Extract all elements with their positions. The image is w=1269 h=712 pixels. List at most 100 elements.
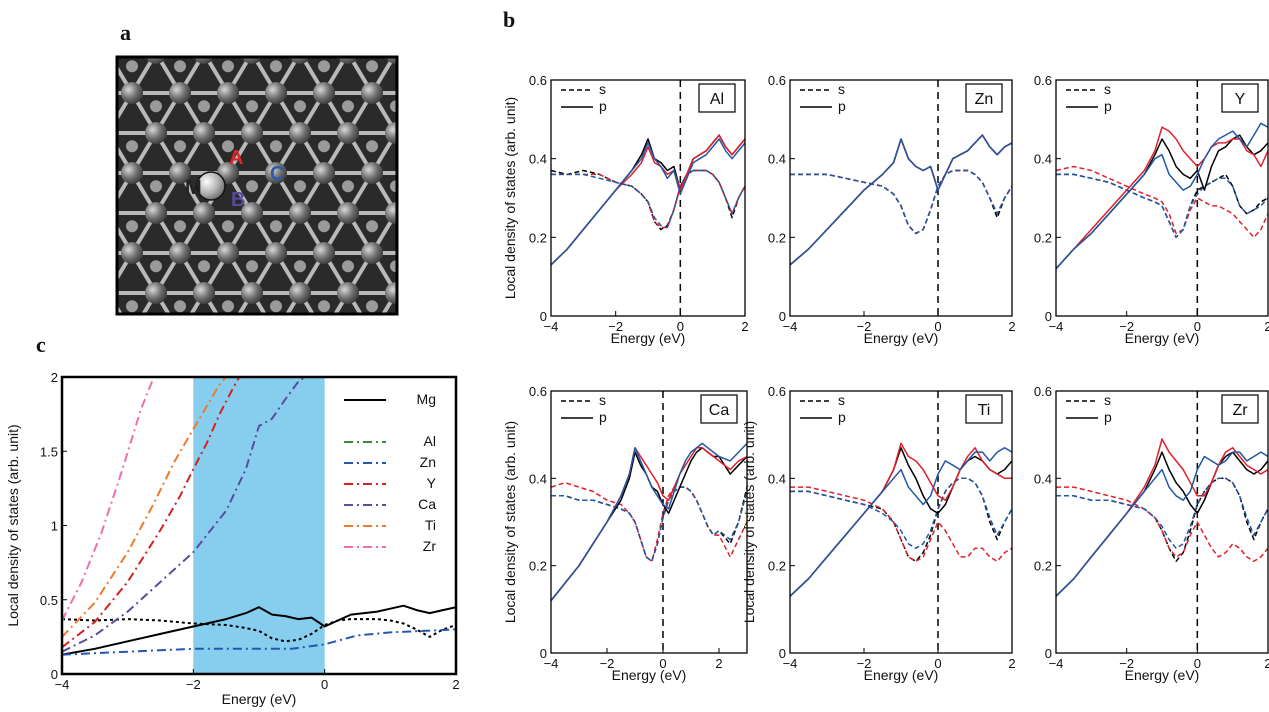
- chart-b-zr: −4 −2 0 2 0 0.2 0.4 0.6 Energy (eV) sp Zr: [1034, 384, 1269, 683]
- subsurface-atom: [222, 220, 234, 233]
- bond: [444, 93, 468, 133]
- bond: [84, 293, 108, 333]
- x-tick-label: 2: [1008, 319, 1015, 334]
- subsurface-atom: [342, 340, 354, 352]
- mg-atom: [97, 362, 119, 384]
- bond: [444, 133, 468, 173]
- y-tick-label: 0.2: [529, 559, 547, 574]
- series-s-line: [551, 486, 747, 563]
- subsurface-atom: [270, 140, 282, 153]
- mg-atom: [289, 57, 311, 64]
- subsurface-atom: [150, 180, 162, 193]
- subsurface-atom: [222, 60, 234, 73]
- bond: [394, 212, 397, 219]
- mg-atom: [241, 282, 263, 304]
- y-tick-label: 0.2: [768, 559, 786, 574]
- element-box: [700, 394, 738, 424]
- series-p-line: [790, 134, 1012, 266]
- y-tick-label: 0.6: [529, 384, 547, 399]
- bond: [444, 173, 468, 213]
- mg-atom: [409, 242, 431, 264]
- x-axis-label: Energy (eV): [222, 691, 297, 707]
- subsurface-atom: [366, 140, 378, 153]
- x-axis-label: Energy (eV): [1125, 330, 1200, 346]
- x-tick-label: −2: [857, 319, 872, 334]
- y-tick-label: 0: [51, 667, 58, 682]
- shaded-region: [193, 377, 325, 674]
- series-s-line: [790, 169, 1012, 235]
- subsurface-atom: [318, 220, 330, 233]
- x-tick-label: −2: [608, 319, 623, 334]
- subsurface-atom: [270, 220, 282, 233]
- y-tick-label: 1.5: [40, 444, 58, 459]
- series-s-line: [1056, 173, 1268, 239]
- x-tick-label: −4: [1049, 319, 1064, 334]
- x-tick-label: −4: [544, 319, 559, 334]
- x-axis-label: Energy (eV): [1125, 667, 1200, 683]
- plot-frame: [789, 390, 1013, 654]
- legend-label: s: [838, 392, 845, 408]
- x-tick-label: 2: [452, 677, 459, 692]
- subsurface-atom: [150, 340, 162, 352]
- x-tick-label: −4: [783, 319, 798, 334]
- legend-label: s: [599, 81, 606, 97]
- element-box: [1221, 394, 1259, 424]
- subsurface-atom: [102, 260, 114, 272]
- mg-atom: [385, 57, 397, 64]
- mg-atom: [289, 282, 311, 304]
- mg-atom: [457, 242, 479, 264]
- atomic-structure-panel: M AB C: [73, 55, 492, 392]
- bond: [420, 133, 444, 173]
- mg-atom: [265, 322, 287, 344]
- chart-b-zn: −4 −2 0 2 0 0.2 0.4 0.6 Energy (eV) sp Zn: [768, 73, 1016, 346]
- series-s-line: [1056, 486, 1268, 563]
- bond: [394, 127, 397, 134]
- y-tick-label: 0: [779, 646, 786, 661]
- subsurface-atom: [462, 220, 474, 232]
- bond: [468, 333, 492, 373]
- y-tick-label: 0.2: [1034, 559, 1052, 574]
- subsurface-atom: [342, 260, 354, 273]
- subsurface-atom: [78, 380, 90, 392]
- series-p-line: [551, 447, 747, 602]
- subsurface-atom: [174, 220, 186, 233]
- mg-atom: [409, 162, 431, 184]
- chart-b-al: −4 −2 0 2 0 0.2 0.4 0.6 Energy (eV) Local density…: [502, 73, 749, 346]
- x-tick-label: 0: [934, 656, 941, 671]
- bond: [420, 173, 444, 213]
- series-p-line: [790, 134, 1012, 266]
- subsurface-atom: [174, 60, 186, 73]
- mg-atom: [169, 82, 191, 104]
- mg-atom: [193, 57, 215, 64]
- subsurface-atom: [438, 260, 450, 272]
- legend-label: p: [599, 409, 607, 425]
- mg-atom: [73, 322, 95, 344]
- mg-atom: [73, 242, 95, 264]
- mg-atom: [313, 322, 335, 344]
- y-axis-label: Local density of states (arb. unit): [741, 421, 757, 623]
- series-s-line: [790, 486, 1012, 563]
- plot-frame: [1055, 79, 1269, 317]
- y-tick-label: 0.4: [768, 471, 786, 486]
- chart-b-y: −4 −2 0 2 0 0.2 0.4 0.6 Energy (eV) sp Y: [1034, 73, 1269, 346]
- mg-atom: [385, 282, 397, 304]
- y-tick-label: 0.4: [1034, 471, 1052, 486]
- y-tick-label: 0.2: [529, 230, 547, 245]
- x-axis-label: Energy (eV): [864, 330, 939, 346]
- y-tick-label: 0.6: [1034, 384, 1052, 399]
- mg-atom: [145, 202, 167, 224]
- bond: [394, 287, 397, 294]
- mg-atom: [385, 202, 397, 224]
- mg-atom: [241, 57, 263, 64]
- series-p-line: [790, 447, 1012, 597]
- series-s-line: [1056, 173, 1268, 239]
- plot-frame: [550, 79, 746, 317]
- solute-atom-m: [196, 171, 226, 201]
- x-tick-label: 0: [677, 319, 684, 334]
- series-p-line: [1056, 451, 1268, 597]
- mg-atom: [217, 242, 239, 264]
- series-s-line: [790, 477, 1012, 549]
- bond: [420, 253, 444, 293]
- chart-b-ca: −4 −2 0 2 0 0.2 0.4 0.6 Energy (eV) Local density…: [502, 384, 748, 683]
- subsurface-atom: [462, 300, 474, 312]
